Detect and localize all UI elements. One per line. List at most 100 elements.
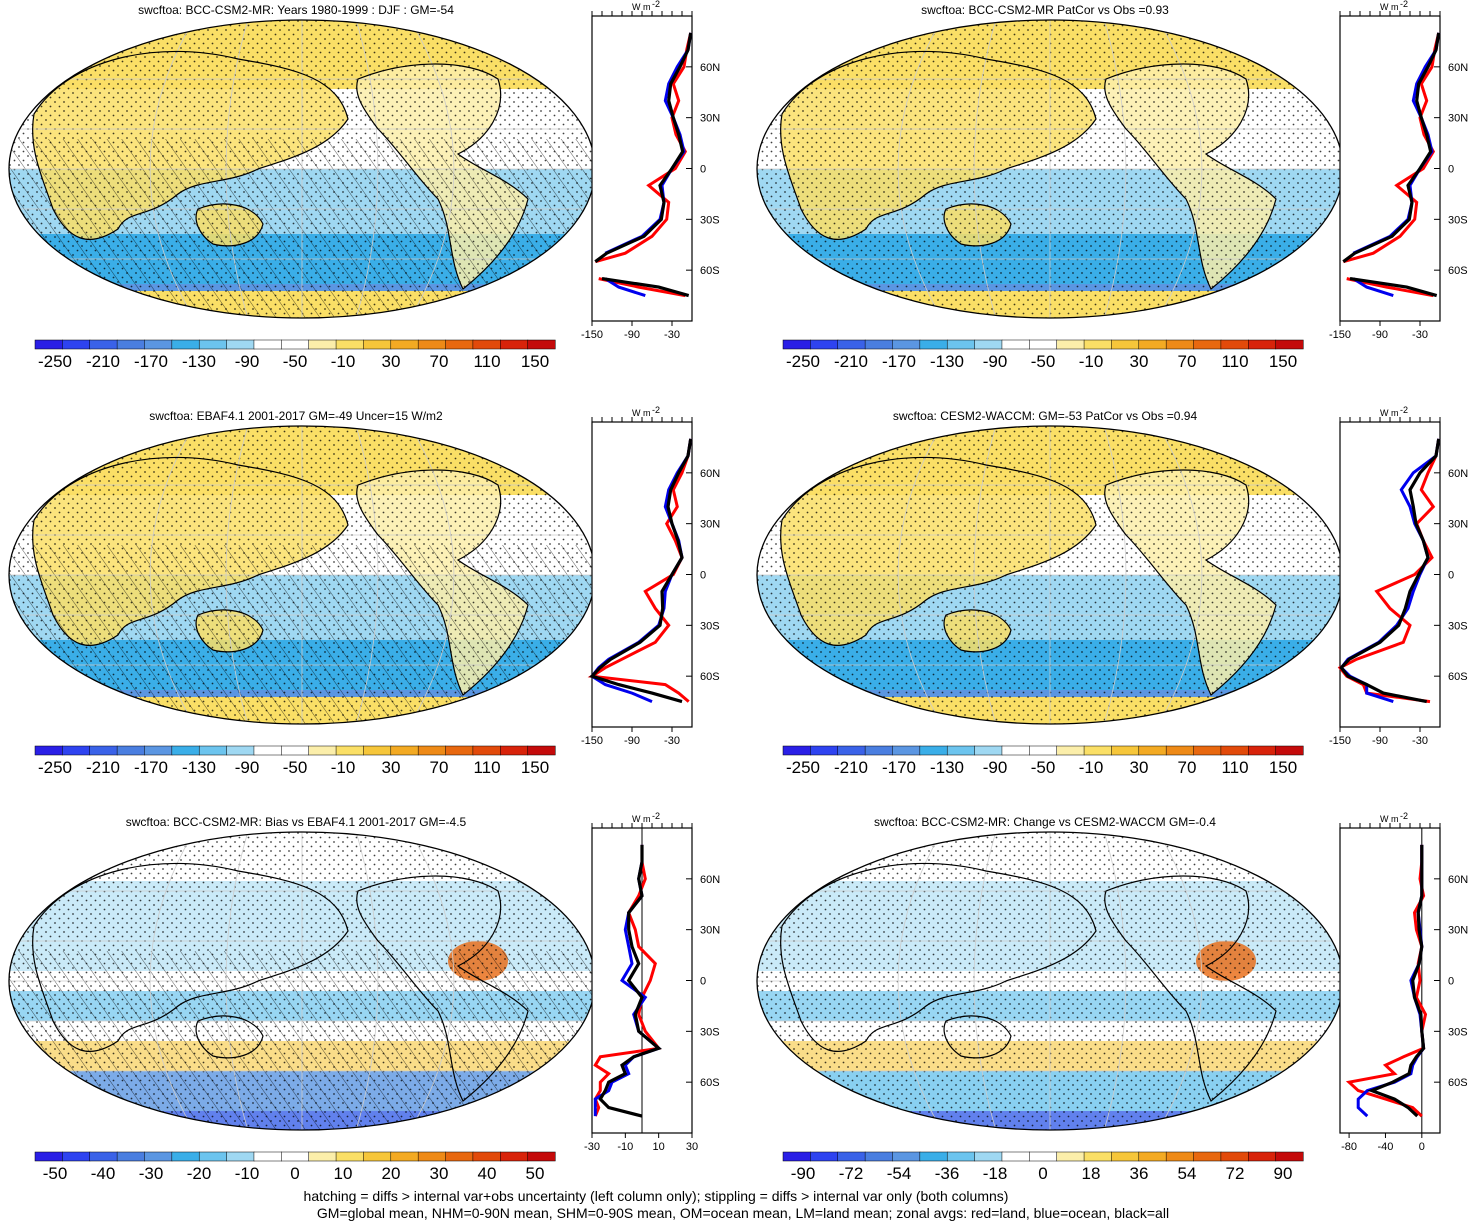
- colorbar-label: -250: [38, 352, 72, 371]
- profile-lat-label: 60S: [700, 671, 720, 683]
- colorbar-swatch: [89, 339, 118, 350]
- colorbar-label: -170: [882, 758, 916, 777]
- profile-unit-label: W m: [632, 814, 651, 824]
- profile-line-all: [1339, 438, 1441, 704]
- colorbar-2: -250 -210 -170 -130 -90 -50 -10 30 70 110 150: [34, 745, 556, 777]
- profile-lat-label: 60S: [1448, 1077, 1468, 1089]
- colorbar-swatch: [472, 1151, 501, 1162]
- colorbar-label: -50: [283, 352, 308, 371]
- colorbar-label: 150: [521, 352, 549, 371]
- colorbar-label: -250: [38, 758, 72, 777]
- colorbar-swatch: [89, 745, 118, 756]
- colorbar-label: -18: [983, 1164, 1008, 1183]
- colorbar-swatch: [919, 339, 948, 350]
- colorbar-swatch: [892, 1151, 921, 1162]
- profile-unit-exponent: -2: [652, 811, 660, 821]
- colorbar-swatch: [308, 1151, 337, 1162]
- colorbar-label: -50: [43, 1164, 68, 1183]
- colorbar-label: 110: [473, 352, 500, 371]
- coastline-2: [943, 609, 1012, 653]
- colorbar-label: 110: [1221, 758, 1248, 777]
- colorbar-swatch: [445, 339, 474, 350]
- colorbar-swatch: [837, 339, 866, 350]
- colorbar-1: -250 -210 -170 -130 -90 -50 -10 30 70 110 150: [782, 339, 1304, 371]
- profile-x-label: -30: [664, 329, 680, 341]
- colorbar-label: 150: [1269, 758, 1297, 777]
- graticule-lon-1: [897, 426, 943, 724]
- panel-title: swcftoa: BCC-CSM2-MR: Years 1980-1999 : …: [138, 3, 454, 17]
- map-3: [756, 425, 1344, 725]
- profile-x-label: -150: [1329, 735, 1351, 747]
- colorbar-swatch: [281, 745, 310, 756]
- coastline-1: [356, 63, 529, 290]
- colorbar-label: 30: [1130, 758, 1149, 777]
- colorbar-3: -250 -210 -170 -130 -90 -50 -10 30 70 110 150: [782, 745, 1304, 777]
- footer-line2: GM=global mean, NHM=0-90N mean, SHM=0-90…: [317, 1205, 1169, 1221]
- colorbar-label: 150: [521, 758, 549, 777]
- profile-x-label: 0: [1419, 1141, 1425, 1153]
- graticule-lon-1: [149, 426, 195, 724]
- colorbar-swatch: [335, 1151, 364, 1162]
- colorbar-swatch: [810, 339, 839, 350]
- colorbar-swatch: [810, 745, 839, 756]
- profile-lat-label: 30N: [700, 519, 720, 531]
- profile-lat-label: 30N: [700, 113, 720, 125]
- colorbar-label: -20: [187, 1164, 212, 1183]
- colorbar-swatch: [171, 339, 200, 350]
- profile-x-label: -90: [1372, 329, 1388, 341]
- colorbar-label: 30: [382, 758, 401, 777]
- profile-lat-label: 60S: [700, 1077, 720, 1089]
- profile-lat-label: 0: [700, 976, 706, 988]
- colorbar-swatch: [837, 1151, 866, 1162]
- profile-lat-label: 30N: [1448, 925, 1468, 937]
- colorbar-swatch: [810, 1151, 839, 1162]
- colorbar-label: -90: [235, 352, 260, 371]
- colorbar-label: -10: [331, 352, 356, 371]
- coastline-0: [32, 862, 349, 1052]
- graticule-lon-2: [225, 426, 249, 724]
- graticule-lon-1: [149, 832, 195, 1130]
- colorbar-label: -90: [983, 352, 1008, 371]
- colorbar-label: 110: [1221, 352, 1248, 371]
- colorbar-label: -72: [839, 1164, 864, 1183]
- profile-x-label: -10: [617, 1141, 633, 1153]
- colorbar-swatch: [445, 745, 474, 756]
- colorbar-swatch: [1193, 745, 1222, 756]
- profile-x-label: -30: [584, 1141, 600, 1153]
- profile-line-all: [1367, 844, 1426, 1118]
- colorbar-swatch: [1138, 339, 1167, 350]
- colorbar-label: 30: [1130, 352, 1149, 371]
- colorbar-0: -250 -210 -170 -130 -90 -50 -10 30 70 110 150: [34, 339, 556, 371]
- colorbar-swatch: [1111, 1151, 1140, 1162]
- colorbar-swatch: [308, 339, 337, 350]
- colorbar-4: -50 -40 -30 -20 -10 0 10 20 30 40 50: [34, 1151, 556, 1183]
- coastline-0: [780, 862, 1097, 1052]
- colorbar-swatch: [417, 745, 447, 756]
- map-1: [756, 19, 1344, 319]
- graticule-lon-5: [1157, 832, 1203, 1130]
- colorbar-swatch: [144, 1151, 173, 1162]
- colorbar-label: -130: [182, 758, 216, 777]
- profile-lat-label: 60N: [700, 62, 720, 74]
- colorbar-swatch: [144, 745, 173, 756]
- colorbar-swatch: [500, 1151, 529, 1162]
- coastline-0: [32, 456, 349, 646]
- colorbar-5: -90 -72 -54 -36 -18 0 18 36 54 72 90: [782, 1151, 1304, 1183]
- profile-lat-label: 0: [700, 164, 706, 176]
- coastline-1: [356, 469, 529, 696]
- profile-line-land: [593, 844, 662, 1117]
- panel-title: swcftoa: BCC-CSM2-MR PatCor vs Obs =0.93: [921, 3, 1169, 17]
- colorbar-swatch: [1220, 339, 1249, 350]
- profile-x-label: -90: [1372, 735, 1388, 747]
- graticule-lon-2: [225, 20, 249, 318]
- colorbar-swatch: [34, 1151, 63, 1162]
- colorbar-swatch: [1220, 745, 1249, 756]
- profile-lat-label: 60S: [700, 265, 720, 277]
- colorbar-label: -90: [983, 758, 1008, 777]
- profile-x-label: -150: [581, 329, 603, 341]
- coastline-2: [195, 609, 264, 653]
- profile-x-label: -150: [1329, 329, 1351, 341]
- colorbar-swatch: [1275, 339, 1304, 350]
- colorbar-label: 30: [382, 352, 401, 371]
- colorbar-label: -50: [1031, 352, 1056, 371]
